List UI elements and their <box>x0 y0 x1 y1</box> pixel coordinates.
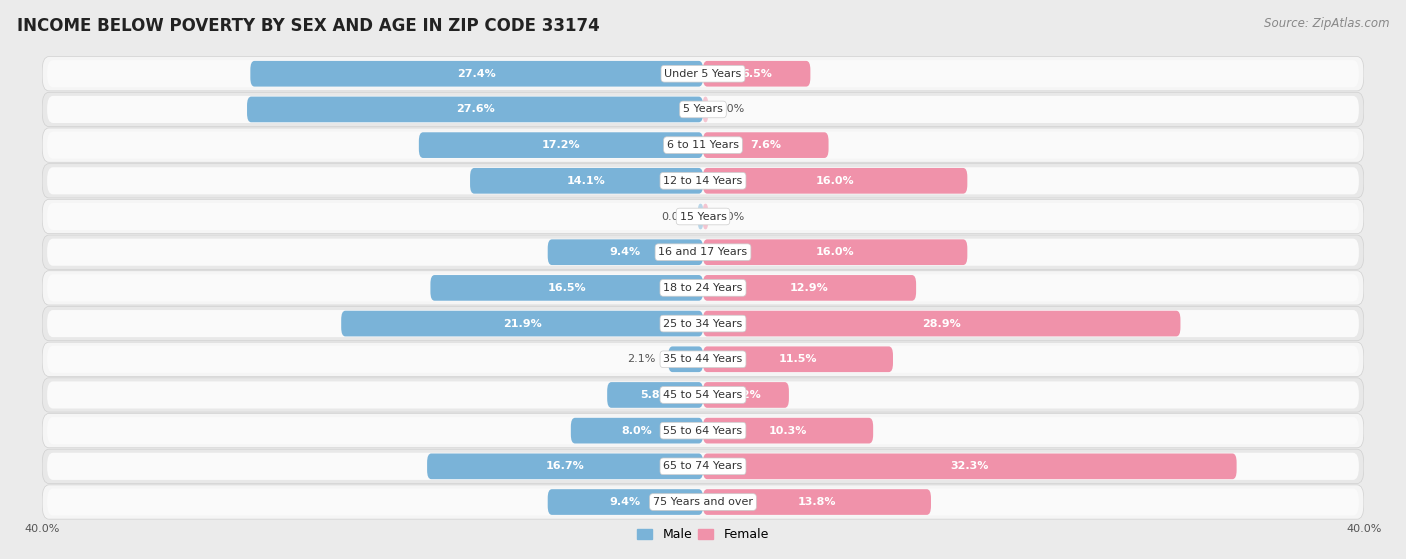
FancyBboxPatch shape <box>48 489 1358 515</box>
FancyBboxPatch shape <box>703 168 967 193</box>
Text: 35 to 44 Years: 35 to 44 Years <box>664 354 742 364</box>
FancyBboxPatch shape <box>342 311 703 337</box>
FancyBboxPatch shape <box>427 453 703 479</box>
Text: 25 to 34 Years: 25 to 34 Years <box>664 319 742 329</box>
Text: 0.0%: 0.0% <box>716 105 744 115</box>
Text: 9.4%: 9.4% <box>610 247 641 257</box>
FancyBboxPatch shape <box>42 378 1364 412</box>
FancyBboxPatch shape <box>48 345 1358 373</box>
FancyBboxPatch shape <box>42 271 1364 305</box>
Text: 6 to 11 Years: 6 to 11 Years <box>666 140 740 150</box>
FancyBboxPatch shape <box>42 306 1364 340</box>
FancyBboxPatch shape <box>430 275 703 301</box>
FancyBboxPatch shape <box>42 485 1364 519</box>
Text: 5.8%: 5.8% <box>640 390 671 400</box>
Text: 12 to 14 Years: 12 to 14 Years <box>664 176 742 186</box>
FancyBboxPatch shape <box>703 203 709 229</box>
FancyBboxPatch shape <box>42 92 1364 126</box>
FancyBboxPatch shape <box>548 489 703 515</box>
Text: INCOME BELOW POVERTY BY SEX AND AGE IN ZIP CODE 33174: INCOME BELOW POVERTY BY SEX AND AGE IN Z… <box>17 17 599 35</box>
Text: 16.0%: 16.0% <box>815 176 855 186</box>
FancyBboxPatch shape <box>48 60 1358 87</box>
Text: 0.0%: 0.0% <box>662 211 690 221</box>
FancyBboxPatch shape <box>42 342 1364 376</box>
FancyBboxPatch shape <box>703 97 709 122</box>
FancyBboxPatch shape <box>48 453 1358 480</box>
FancyBboxPatch shape <box>703 382 789 408</box>
Text: 11.5%: 11.5% <box>779 354 817 364</box>
Text: 16.7%: 16.7% <box>546 461 585 471</box>
Text: 16 and 17 Years: 16 and 17 Years <box>658 247 748 257</box>
Text: 16.5%: 16.5% <box>547 283 586 293</box>
Text: 55 to 64 Years: 55 to 64 Years <box>664 425 742 435</box>
FancyBboxPatch shape <box>703 311 1181 337</box>
Text: 32.3%: 32.3% <box>950 461 988 471</box>
Text: 10.3%: 10.3% <box>769 425 807 435</box>
FancyBboxPatch shape <box>703 132 828 158</box>
FancyBboxPatch shape <box>703 453 1237 479</box>
Text: 7.6%: 7.6% <box>751 140 782 150</box>
FancyBboxPatch shape <box>48 96 1358 123</box>
Text: Under 5 Years: Under 5 Years <box>665 69 741 79</box>
FancyBboxPatch shape <box>703 489 931 515</box>
Text: 12.9%: 12.9% <box>790 283 830 293</box>
Text: 18 to 24 Years: 18 to 24 Years <box>664 283 742 293</box>
Text: 5 Years: 5 Years <box>683 105 723 115</box>
FancyBboxPatch shape <box>48 381 1358 409</box>
Text: 28.9%: 28.9% <box>922 319 962 329</box>
FancyBboxPatch shape <box>48 131 1358 159</box>
FancyBboxPatch shape <box>48 239 1358 266</box>
FancyBboxPatch shape <box>247 97 703 122</box>
FancyBboxPatch shape <box>703 61 810 87</box>
Text: 14.1%: 14.1% <box>567 176 606 186</box>
FancyBboxPatch shape <box>703 275 917 301</box>
FancyBboxPatch shape <box>548 239 703 265</box>
Text: 65 to 74 Years: 65 to 74 Years <box>664 461 742 471</box>
FancyBboxPatch shape <box>48 310 1358 337</box>
Text: 13.8%: 13.8% <box>797 497 837 507</box>
FancyBboxPatch shape <box>703 347 893 372</box>
FancyBboxPatch shape <box>48 203 1358 230</box>
Legend: Male, Female: Male, Female <box>633 523 773 546</box>
FancyBboxPatch shape <box>42 200 1364 234</box>
Text: 0.0%: 0.0% <box>716 211 744 221</box>
Text: 27.4%: 27.4% <box>457 69 496 79</box>
FancyBboxPatch shape <box>42 164 1364 198</box>
FancyBboxPatch shape <box>48 274 1358 301</box>
FancyBboxPatch shape <box>697 203 703 229</box>
FancyBboxPatch shape <box>668 347 703 372</box>
FancyBboxPatch shape <box>48 167 1358 195</box>
Text: 75 Years and over: 75 Years and over <box>652 497 754 507</box>
FancyBboxPatch shape <box>470 168 703 193</box>
FancyBboxPatch shape <box>42 56 1364 91</box>
Text: 9.4%: 9.4% <box>610 497 641 507</box>
FancyBboxPatch shape <box>42 414 1364 448</box>
FancyBboxPatch shape <box>419 132 703 158</box>
Text: Source: ZipAtlas.com: Source: ZipAtlas.com <box>1264 17 1389 30</box>
FancyBboxPatch shape <box>571 418 703 443</box>
Text: 17.2%: 17.2% <box>541 140 581 150</box>
FancyBboxPatch shape <box>42 235 1364 269</box>
FancyBboxPatch shape <box>42 449 1364 484</box>
Text: 8.0%: 8.0% <box>621 425 652 435</box>
FancyBboxPatch shape <box>607 382 703 408</box>
Text: 6.5%: 6.5% <box>741 69 772 79</box>
Text: 21.9%: 21.9% <box>503 319 541 329</box>
Text: 15 Years: 15 Years <box>679 211 727 221</box>
Text: 16.0%: 16.0% <box>815 247 855 257</box>
Text: 27.6%: 27.6% <box>456 105 495 115</box>
FancyBboxPatch shape <box>703 418 873 443</box>
FancyBboxPatch shape <box>250 61 703 87</box>
FancyBboxPatch shape <box>42 128 1364 162</box>
FancyBboxPatch shape <box>703 239 967 265</box>
Text: 45 to 54 Years: 45 to 54 Years <box>664 390 742 400</box>
FancyBboxPatch shape <box>48 417 1358 444</box>
Text: 2.1%: 2.1% <box>627 354 655 364</box>
Text: 5.2%: 5.2% <box>731 390 761 400</box>
